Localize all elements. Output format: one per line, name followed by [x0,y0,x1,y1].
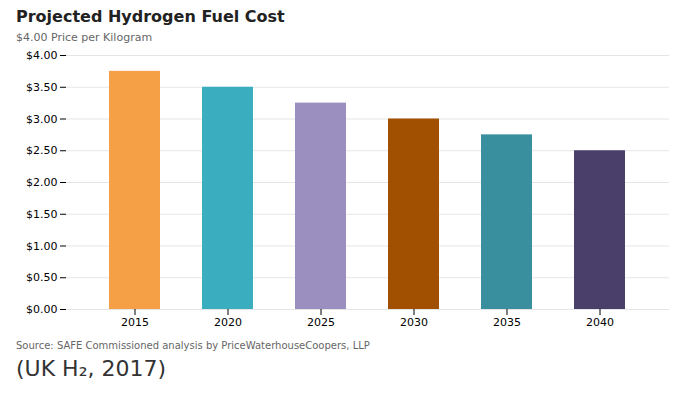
svg-text:$0.00: $0.00 [26,303,58,316]
svg-text:$3.50: $3.50 [26,81,58,94]
html-text:Projected Hydrogen Fuel Cost: Projected Hydrogen Fuel Cost [16,7,285,26]
svg-text:2025: 2025 [307,316,335,329]
svg-text:$1.50: $1.50 [26,208,58,221]
svg-text:2015: 2015 [121,316,149,329]
svg-text:2040: 2040 [586,316,614,329]
svg-text:$2.00: $2.00 [26,176,58,189]
html-text:$4.00 Price per Kilogram: $4.00 Price per Kilogram [16,31,153,44]
svg-text:$1.00: $1.00 [26,240,58,253]
svg-text:$3.00: $3.00 [26,113,58,126]
html-text:Source: SAFE Commissioned anal: Source: SAFE Commissioned analysis by Pr… [16,340,370,351]
svg-text:$4.00: $4.00 [26,49,58,62]
svg-text:$0.50: $0.50 [26,271,58,284]
svg-text:2030: 2030 [400,316,428,329]
svg-text:2020: 2020 [214,316,242,329]
html-text:(UK H₂, 2017): (UK H₂, 2017) [16,356,166,381]
svg-text:2035: 2035 [493,316,521,329]
svg-text:$2.50: $2.50 [26,144,58,157]
